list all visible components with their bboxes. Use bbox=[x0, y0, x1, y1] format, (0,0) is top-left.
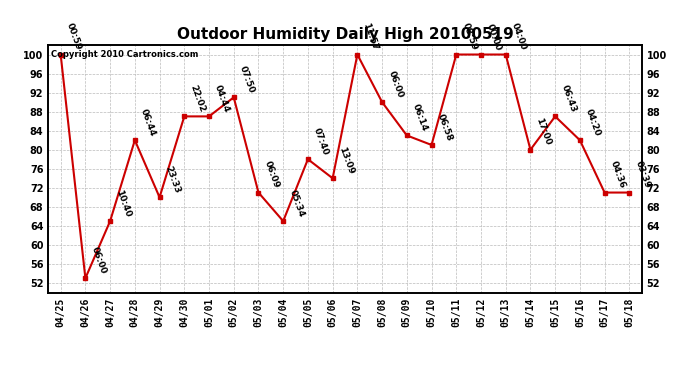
Text: 05:34: 05:34 bbox=[287, 188, 306, 218]
Text: 06:09: 06:09 bbox=[263, 160, 281, 190]
Text: 08:59: 08:59 bbox=[460, 22, 479, 52]
Text: 00:00: 00:00 bbox=[485, 22, 503, 52]
Text: 13:09: 13:09 bbox=[337, 146, 355, 176]
Text: 07:50: 07:50 bbox=[238, 65, 256, 94]
Text: 00:59: 00:59 bbox=[65, 22, 83, 52]
Text: 04:20: 04:20 bbox=[584, 108, 602, 137]
Text: Copyright 2010 Cartronics.com: Copyright 2010 Cartronics.com bbox=[51, 50, 199, 59]
Title: Outdoor Humidity Daily High 20100519: Outdoor Humidity Daily High 20100519 bbox=[177, 27, 513, 42]
Text: 04:00: 04:00 bbox=[510, 22, 528, 52]
Text: 06:43: 06:43 bbox=[560, 84, 578, 114]
Text: 06:00: 06:00 bbox=[386, 70, 404, 99]
Text: 06:14: 06:14 bbox=[411, 103, 429, 133]
Text: 04:44: 04:44 bbox=[213, 83, 232, 114]
Text: 03:39: 03:39 bbox=[633, 160, 652, 190]
Text: 23:33: 23:33 bbox=[164, 165, 182, 195]
Text: 11:57: 11:57 bbox=[362, 22, 380, 52]
Text: 04:36: 04:36 bbox=[609, 160, 627, 190]
Text: 06:44: 06:44 bbox=[139, 107, 157, 137]
Text: 17:00: 17:00 bbox=[535, 117, 553, 147]
Text: 06:00: 06:00 bbox=[90, 246, 108, 276]
Text: 07:40: 07:40 bbox=[312, 126, 331, 156]
Text: 06:58: 06:58 bbox=[435, 112, 454, 142]
Text: 22:02: 22:02 bbox=[188, 84, 207, 114]
Text: 10:40: 10:40 bbox=[115, 189, 132, 218]
